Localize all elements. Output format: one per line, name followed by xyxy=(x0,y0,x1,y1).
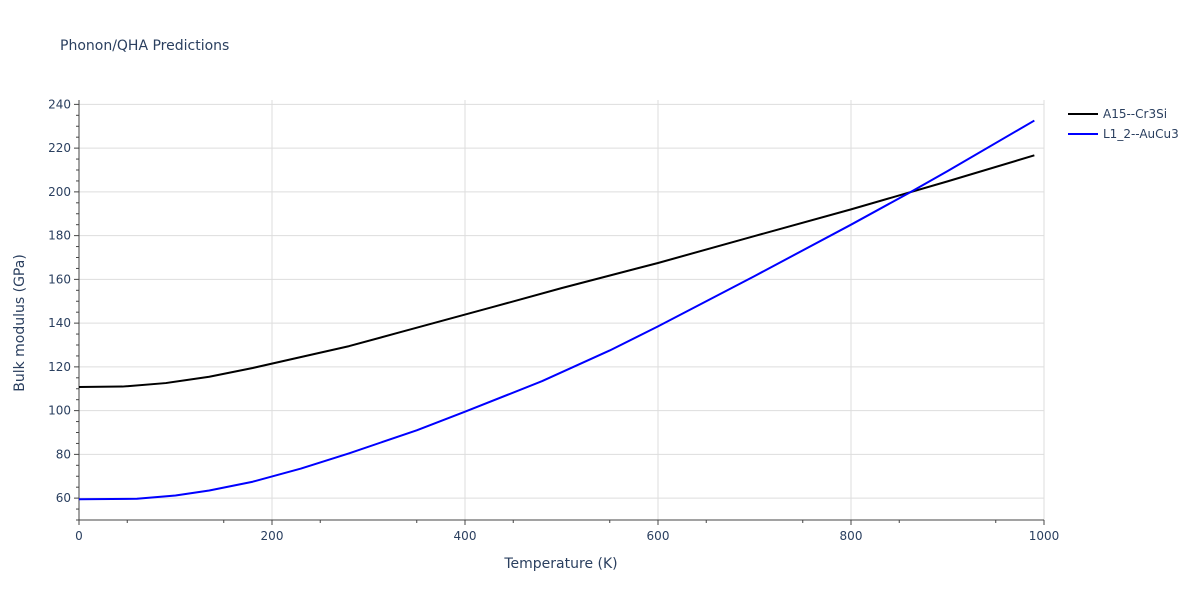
y-tick-label: 240 xyxy=(48,97,71,111)
x-tick-label: 1000 xyxy=(1029,529,1060,543)
x-tick-label: 400 xyxy=(454,529,477,543)
legend-item[interactable]: L1_2--AuCu3 xyxy=(1068,127,1179,141)
x-axis-title: Temperature (K) xyxy=(503,556,617,572)
legend-label: L1_2--AuCu3 xyxy=(1103,127,1179,141)
series-line-0 xyxy=(78,154,1035,388)
y-tick-label: 100 xyxy=(48,404,71,418)
y-tick-label: 120 xyxy=(48,360,71,374)
x-tick-label: 0 xyxy=(75,529,83,543)
legend-label: A15--Cr3Si xyxy=(1103,107,1167,121)
y-tick-label: 220 xyxy=(48,141,71,155)
series-line-1 xyxy=(78,119,1035,501)
grid-lines xyxy=(79,100,1045,520)
y-axis-title: Bulk modulus (GPa) xyxy=(12,254,28,392)
y-tick-label: 60 xyxy=(56,491,71,505)
legend-item[interactable]: A15--Cr3Si xyxy=(1068,107,1167,121)
x-tick-label: 800 xyxy=(840,529,863,543)
series-lines xyxy=(78,119,1035,501)
y-tick-label: 80 xyxy=(56,447,71,461)
y-tick-label: 140 xyxy=(48,316,71,330)
x-tick-labels: 0 200 400 600 800 1000 xyxy=(75,529,1059,543)
y-tick-labels: 60 80 100 120 140 160 180 200 220 240 xyxy=(48,97,71,505)
chart-title: Phonon/QHA Predictions xyxy=(60,38,229,54)
y-tick-label: 180 xyxy=(48,229,71,243)
y-tick-label: 200 xyxy=(48,185,71,199)
y-tick-label: 160 xyxy=(48,272,71,286)
legend[interactable]: A15--Cr3Si L1_2--AuCu3 xyxy=(1068,107,1179,141)
x-tick-label: 200 xyxy=(261,529,284,543)
x-tick-label: 600 xyxy=(647,529,670,543)
